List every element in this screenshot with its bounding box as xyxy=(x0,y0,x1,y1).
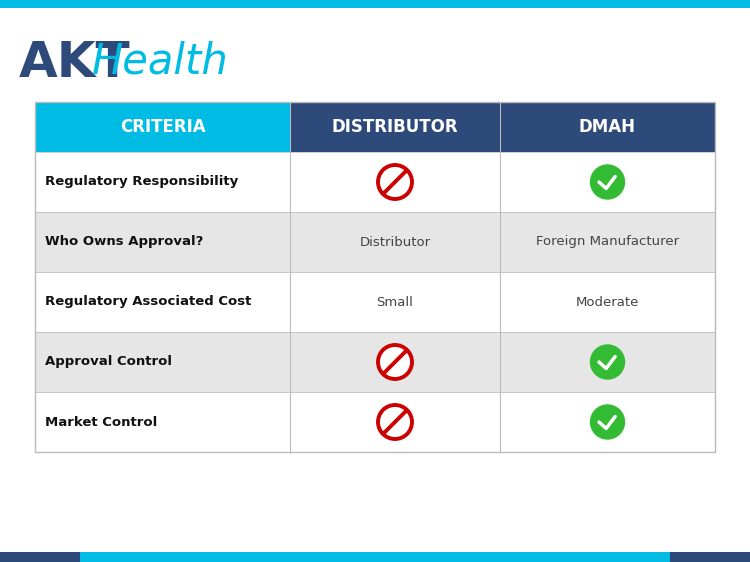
Text: Regulatory Responsibility: Regulatory Responsibility xyxy=(45,175,238,188)
Bar xyxy=(500,102,715,152)
Bar xyxy=(500,272,715,332)
Bar xyxy=(290,332,500,392)
Circle shape xyxy=(378,165,412,199)
Bar xyxy=(290,102,500,152)
Text: Moderate: Moderate xyxy=(576,296,639,309)
Bar xyxy=(290,152,500,212)
Text: Distributor: Distributor xyxy=(359,235,430,248)
Bar xyxy=(35,102,290,152)
Text: AKT: AKT xyxy=(20,39,130,87)
Bar xyxy=(35,272,290,332)
Text: Who Owns Approval?: Who Owns Approval? xyxy=(45,235,203,248)
Text: Foreign Manufacturer: Foreign Manufacturer xyxy=(536,235,679,248)
Bar xyxy=(35,332,290,392)
Text: Health: Health xyxy=(92,40,228,82)
Bar xyxy=(290,212,500,272)
Bar xyxy=(0,552,80,562)
Circle shape xyxy=(378,345,412,379)
Bar xyxy=(0,552,750,562)
Text: Regulatory Associated Cost: Regulatory Associated Cost xyxy=(45,296,251,309)
Text: DISTRIBUTOR: DISTRIBUTOR xyxy=(332,118,458,136)
Circle shape xyxy=(590,405,625,439)
Bar xyxy=(35,392,290,452)
Text: Market Control: Market Control xyxy=(45,415,158,428)
Circle shape xyxy=(590,165,625,199)
Bar xyxy=(290,272,500,332)
Bar xyxy=(290,392,500,452)
Circle shape xyxy=(378,405,412,439)
Text: CRITERIA: CRITERIA xyxy=(120,118,206,136)
Bar xyxy=(35,102,715,452)
Bar xyxy=(670,552,750,562)
Bar xyxy=(0,0,750,8)
Circle shape xyxy=(590,345,625,379)
Text: Small: Small xyxy=(376,296,413,309)
Bar xyxy=(35,152,290,212)
Bar xyxy=(35,212,290,272)
Bar xyxy=(500,392,715,452)
Bar xyxy=(500,152,715,212)
Bar xyxy=(500,332,715,392)
Text: Approval Control: Approval Control xyxy=(45,356,172,369)
Bar xyxy=(500,212,715,272)
Text: DMAH: DMAH xyxy=(579,118,636,136)
